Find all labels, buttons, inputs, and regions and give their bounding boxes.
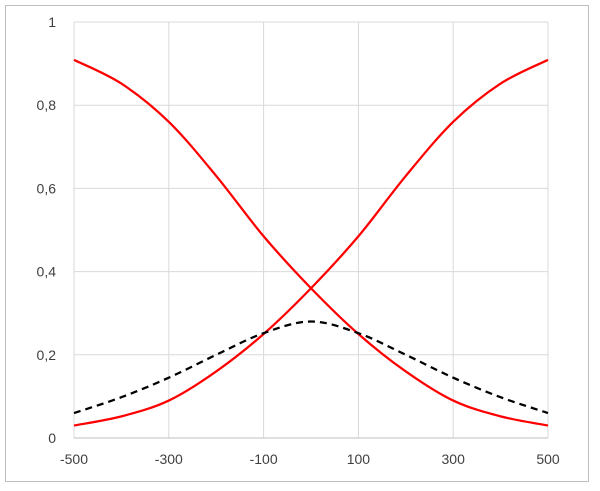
x-tick-label: -500	[60, 451, 88, 467]
y-tick-label: 0,2	[37, 347, 57, 363]
chart-frame	[5, 5, 589, 482]
x-tick-label: 100	[347, 451, 371, 467]
y-tick-label: 0	[48, 430, 56, 446]
series-line-dashed	[73, 320, 549, 415]
y-tick-label: 0,6	[37, 180, 57, 196]
y-tick-label: 1	[48, 14, 56, 30]
y-tick-label: 0,4	[37, 264, 57, 280]
series-line-decreasing	[73, 58, 549, 427]
x-tick-label: 500	[536, 451, 560, 467]
x-tick-label: -300	[155, 451, 183, 467]
y-tick-label: 0,8	[37, 97, 57, 113]
x-tick-label: -100	[250, 451, 278, 467]
series-line-increasing	[73, 58, 549, 427]
x-tick-label: 300	[442, 451, 466, 467]
